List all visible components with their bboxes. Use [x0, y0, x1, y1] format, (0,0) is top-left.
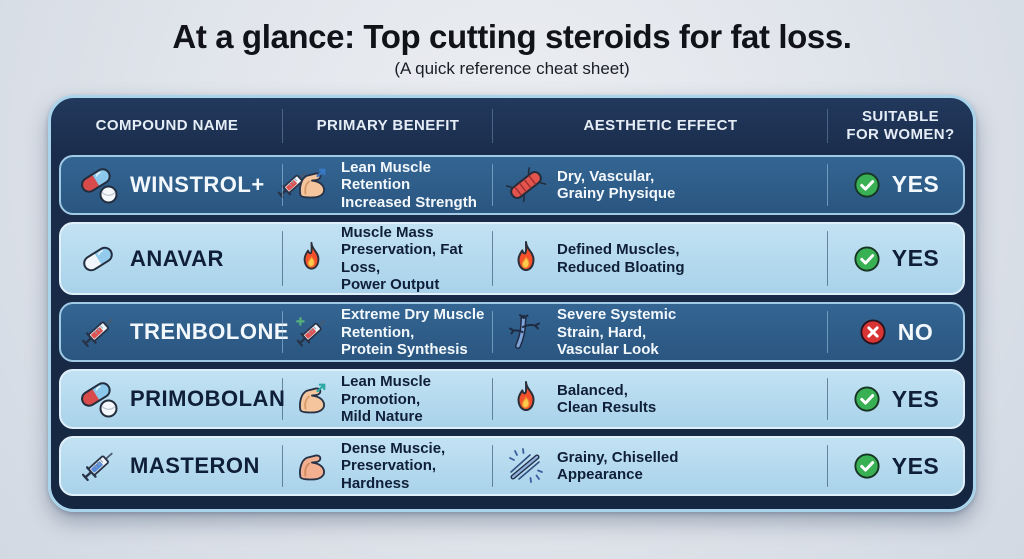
suitable-answer: YES: [891, 171, 940, 198]
aesthetic-effect-cell: Severe Systemic Strain, Hard, Vascular L…: [493, 304, 828, 360]
primary-benefit-cell: Lean Muscle Promotion, Mild Nature: [283, 371, 493, 427]
compound-name: MASTERON: [130, 453, 260, 479]
primary-benefit-text: Lean Muscle Retention Increased Strength: [341, 158, 477, 211]
aesthetic-effect-text: Grainy, Chiselled Appearance: [557, 448, 679, 484]
flexed-bicep-teal-arrow-icon: [293, 381, 330, 418]
flame-icon: [293, 240, 330, 277]
aesthetic-effect-cell: Defined Muscles, Reduced Bloating: [493, 224, 828, 294]
blue-vein-icon: [506, 312, 546, 352]
comparison-table: COMPOUND NAME PRIMARY BENEFIT AESTHETIC …: [48, 95, 976, 512]
syringe-icon: [75, 446, 121, 486]
primary-benefit-cell: Lean Muscle Retention Increased Strength: [283, 157, 493, 213]
cross-circle-icon: [858, 317, 888, 347]
flame-icon: [506, 239, 546, 279]
suitable-answer: YES: [891, 385, 940, 412]
suitable-for-women-cell: YES: [828, 371, 963, 427]
table-header-row: COMPOUND NAME PRIMARY BENEFIT AESTHETIC …: [51, 98, 973, 154]
compound-cell: TRENBOLONE: [61, 304, 289, 360]
suitable-for-women-cell: YES: [828, 157, 963, 213]
compound-name: WINSTROL+: [130, 171, 265, 197]
compound-cell: ANAVAR: [61, 224, 283, 294]
column-header-primary-benefit: PRIMARY BENEFIT: [283, 109, 493, 143]
compound-name: PRIMOBOLAN: [130, 386, 286, 412]
table-row-masteron: MASTERON Dense Muscie, Preservation, Har…: [59, 436, 965, 496]
aesthetic-effect-text: Severe Systemic Strain, Hard, Vascular L…: [557, 306, 677, 359]
column-header-suitable-for-women: SUITABLE FOR WOMEN?: [846, 108, 955, 143]
compound-cell: PRIMOBOLAN: [61, 371, 286, 427]
aesthetic-effect-text: Dry, Vascular, Grainy Physique: [557, 167, 676, 202]
table-row-trenbolone: TRENBOLONE Extreme Dry Muscle Retention,…: [59, 302, 965, 363]
table-row-anavar: ANAVAR Muscle Mass Preservation, Fat Los…: [59, 221, 965, 296]
syringe-plus-icon: [293, 314, 330, 351]
primary-benefit-cell: Muscle Mass Preservation, Fat Loss, Powe…: [283, 224, 493, 294]
check-circle-icon: [852, 451, 882, 481]
capsule-icon: [75, 239, 121, 279]
flexed-bicep-icon: [293, 448, 330, 485]
table-row-primobolan: PRIMOBOLAN Lean Muscle Promotion, Mild N…: [59, 369, 965, 430]
check-circle-icon: [852, 170, 882, 200]
primary-benefit-cell: Extreme Dry Muscle Retention, Protein Sy…: [283, 304, 493, 360]
primary-benefit-text: Extreme Dry Muscle Retention, Protein Sy…: [341, 306, 485, 359]
aesthetic-effect-text: Defined Muscles, Reduced Bloating: [557, 241, 685, 276]
table-body: WINSTROL+ Lean Muscle Retention Increase…: [59, 155, 965, 496]
suitable-for-women-cell: YES: [828, 438, 963, 494]
compound-name: ANAVAR: [130, 245, 224, 271]
aesthetic-effect-cell: Grainy, Chiselled Appearance: [493, 438, 828, 494]
check-circle-icon: [852, 244, 882, 274]
column-header-compound-name: COMPOUND NAME: [51, 109, 283, 143]
primary-benefit-cell: Dense Muscie, Preservation, Hardness: [283, 438, 493, 494]
aesthetic-effect-cell: Dry, Vascular, Grainy Physique: [493, 157, 828, 213]
capsule-and-pill-icon: [75, 379, 121, 419]
compound-cell: WINSTROL+: [61, 157, 283, 213]
compound-cell: MASTERON: [61, 438, 283, 494]
check-circle-icon: [852, 384, 882, 414]
primary-benefit-text: Dense Muscie, Preservation, Hardness: [341, 439, 446, 492]
suitable-for-women-cell: YES: [828, 224, 963, 294]
syringe-icon: [75, 312, 121, 352]
flame-icon: [506, 379, 546, 419]
primary-benefit-text: Muscle Mass Preservation, Fat Loss, Powe…: [341, 223, 463, 294]
page-title: At a glance: Top cutting steroids for fa…: [172, 18, 852, 55]
suitable-answer: YES: [891, 452, 940, 479]
table-row-winstrol: WINSTROL+ Lean Muscle Retention Increase…: [59, 155, 965, 215]
suitable-for-women-cell: NO: [828, 304, 963, 360]
primary-benefit-text: Lean Muscle Promotion, Mild Nature: [341, 373, 432, 425]
capsule-and-pill-icon: [75, 165, 121, 205]
page-subtitle: (A quick reference cheat sheet): [394, 59, 630, 78]
flexed-bicep-blue-arrow-icon: [293, 166, 330, 203]
red-muscle-fiber-icon: [506, 165, 546, 205]
aesthetic-effect-cell: Balanced, Clean Results: [493, 371, 828, 427]
aesthetic-effect-text: Balanced, Clean Results: [557, 381, 657, 417]
suitable-answer: NO: [897, 318, 934, 345]
compound-name: TRENBOLONE: [130, 319, 289, 345]
column-header-aesthetic-effect: AESTHETIC EFFECT: [493, 109, 828, 143]
suitable-answer: YES: [891, 245, 940, 272]
sparkle-fiber-icon: [506, 446, 546, 486]
